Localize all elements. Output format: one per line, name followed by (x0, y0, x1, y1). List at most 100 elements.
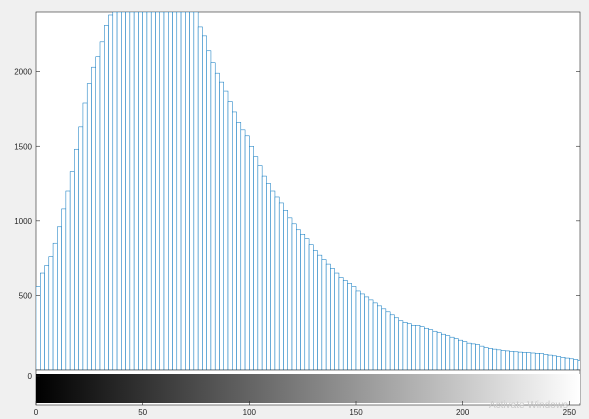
histogram-bar (197, 26, 203, 370)
histogram-bar (274, 196, 280, 370)
histogram-bar (441, 333, 446, 370)
histogram-bar (146, 12, 152, 370)
histogram-bar (176, 12, 182, 370)
histogram-bar (65, 190, 71, 370)
y-tick-label: 1500 (14, 142, 32, 151)
histogram-bar (470, 343, 476, 370)
histogram-bar (355, 290, 361, 370)
colorbar-y-ticks: 0 (28, 372, 40, 381)
histogram-bar (91, 66, 96, 370)
histogram-bar (372, 302, 378, 370)
histogram-bar (61, 208, 67, 370)
histogram-bar (104, 25, 109, 370)
histogram-bar (415, 325, 421, 370)
histogram-bar (389, 314, 395, 370)
histogram-bar (300, 234, 306, 370)
histogram-bar (411, 325, 416, 370)
histogram-bar (270, 190, 276, 370)
histogram-bar (163, 12, 169, 370)
x-tick-label: 100 (243, 408, 257, 417)
histogram-bar (193, 12, 199, 370)
histogram-bar (278, 202, 284, 370)
histogram-bar (564, 357, 570, 370)
histogram-bar (172, 12, 178, 370)
histogram-bar (48, 256, 54, 370)
x-tick-label: 150 (349, 408, 363, 417)
histogram-bar (394, 317, 399, 370)
histogram-bar (347, 283, 352, 370)
histogram-bar (112, 12, 118, 370)
histogram-bar (223, 90, 229, 370)
histogram-bar (334, 272, 340, 370)
histogram-bar (308, 244, 314, 370)
histogram-bar (466, 342, 472, 370)
colorbar (36, 374, 580, 403)
histogram-bar (36, 286, 41, 370)
histogram-bar (381, 308, 387, 370)
histogram-bar (108, 14, 114, 370)
histogram-bar (488, 348, 493, 370)
histogram-bar (249, 146, 254, 370)
histogram-bar (74, 148, 79, 370)
histogram-bar (543, 354, 549, 370)
histogram-bar (189, 12, 195, 370)
histogram-bar (304, 238, 310, 370)
histogram-bar (351, 286, 357, 370)
x-axis: 0 50 100 150 200 250 (34, 401, 577, 417)
histogram-bar (342, 280, 348, 370)
histogram-bar (82, 102, 88, 370)
histogram-bar (368, 299, 374, 370)
histogram-bar (129, 12, 135, 370)
histogram-bar (547, 354, 553, 370)
histogram-bar (364, 296, 370, 370)
histogram-bar (492, 348, 498, 370)
histogram-bar (321, 259, 327, 370)
histogram-bar (385, 311, 391, 370)
histogram-bar (78, 126, 84, 370)
histogram-bar (556, 356, 562, 370)
histogram-bar (236, 122, 242, 370)
histogram-bar (526, 352, 532, 370)
histogram-bar (283, 210, 288, 370)
x-tick-label: 50 (138, 408, 147, 417)
histogram-bar (227, 101, 233, 370)
histogram-bar (138, 12, 143, 370)
histogram-bar (500, 350, 506, 370)
histogram-bar (291, 223, 297, 370)
histogram-bar (449, 336, 455, 370)
histogram-bar (462, 341, 468, 370)
histogram-bar (86, 83, 92, 370)
histogram-bar (338, 277, 344, 370)
histogram-bar (475, 344, 480, 370)
histogram-bar (419, 326, 425, 370)
histogram-bar (428, 329, 434, 370)
histogram-bar (483, 347, 489, 370)
histogram-bar (40, 272, 45, 370)
histogram-bar (168, 12, 173, 370)
histogram-bar (573, 359, 579, 370)
histogram-bar (424, 327, 429, 370)
histogram-bar (377, 305, 382, 370)
x-tick-label: 200 (456, 408, 470, 417)
histogram-bar (69, 171, 75, 370)
histogram-bar (402, 322, 408, 370)
histogram-bar (150, 12, 156, 370)
histogram-bar (432, 330, 438, 370)
histogram-bar (436, 332, 442, 370)
histogram-bar (509, 351, 515, 370)
histogram-bar (44, 265, 50, 370)
histogram-bar (155, 12, 160, 370)
colorbar-tick-label: 0 (28, 372, 33, 381)
histogram-bar (121, 12, 126, 370)
histogram-bar (116, 12, 122, 370)
histogram-bar (517, 351, 523, 370)
x-tick-label: 0 (34, 408, 39, 417)
histogram-bar (513, 351, 519, 370)
histogram-bar (522, 352, 527, 370)
histogram-bar (406, 323, 412, 370)
histogram-bar (560, 357, 566, 370)
histogram-bar (360, 293, 365, 370)
histogram-bar (244, 135, 250, 370)
histogram-bar (52, 242, 58, 370)
